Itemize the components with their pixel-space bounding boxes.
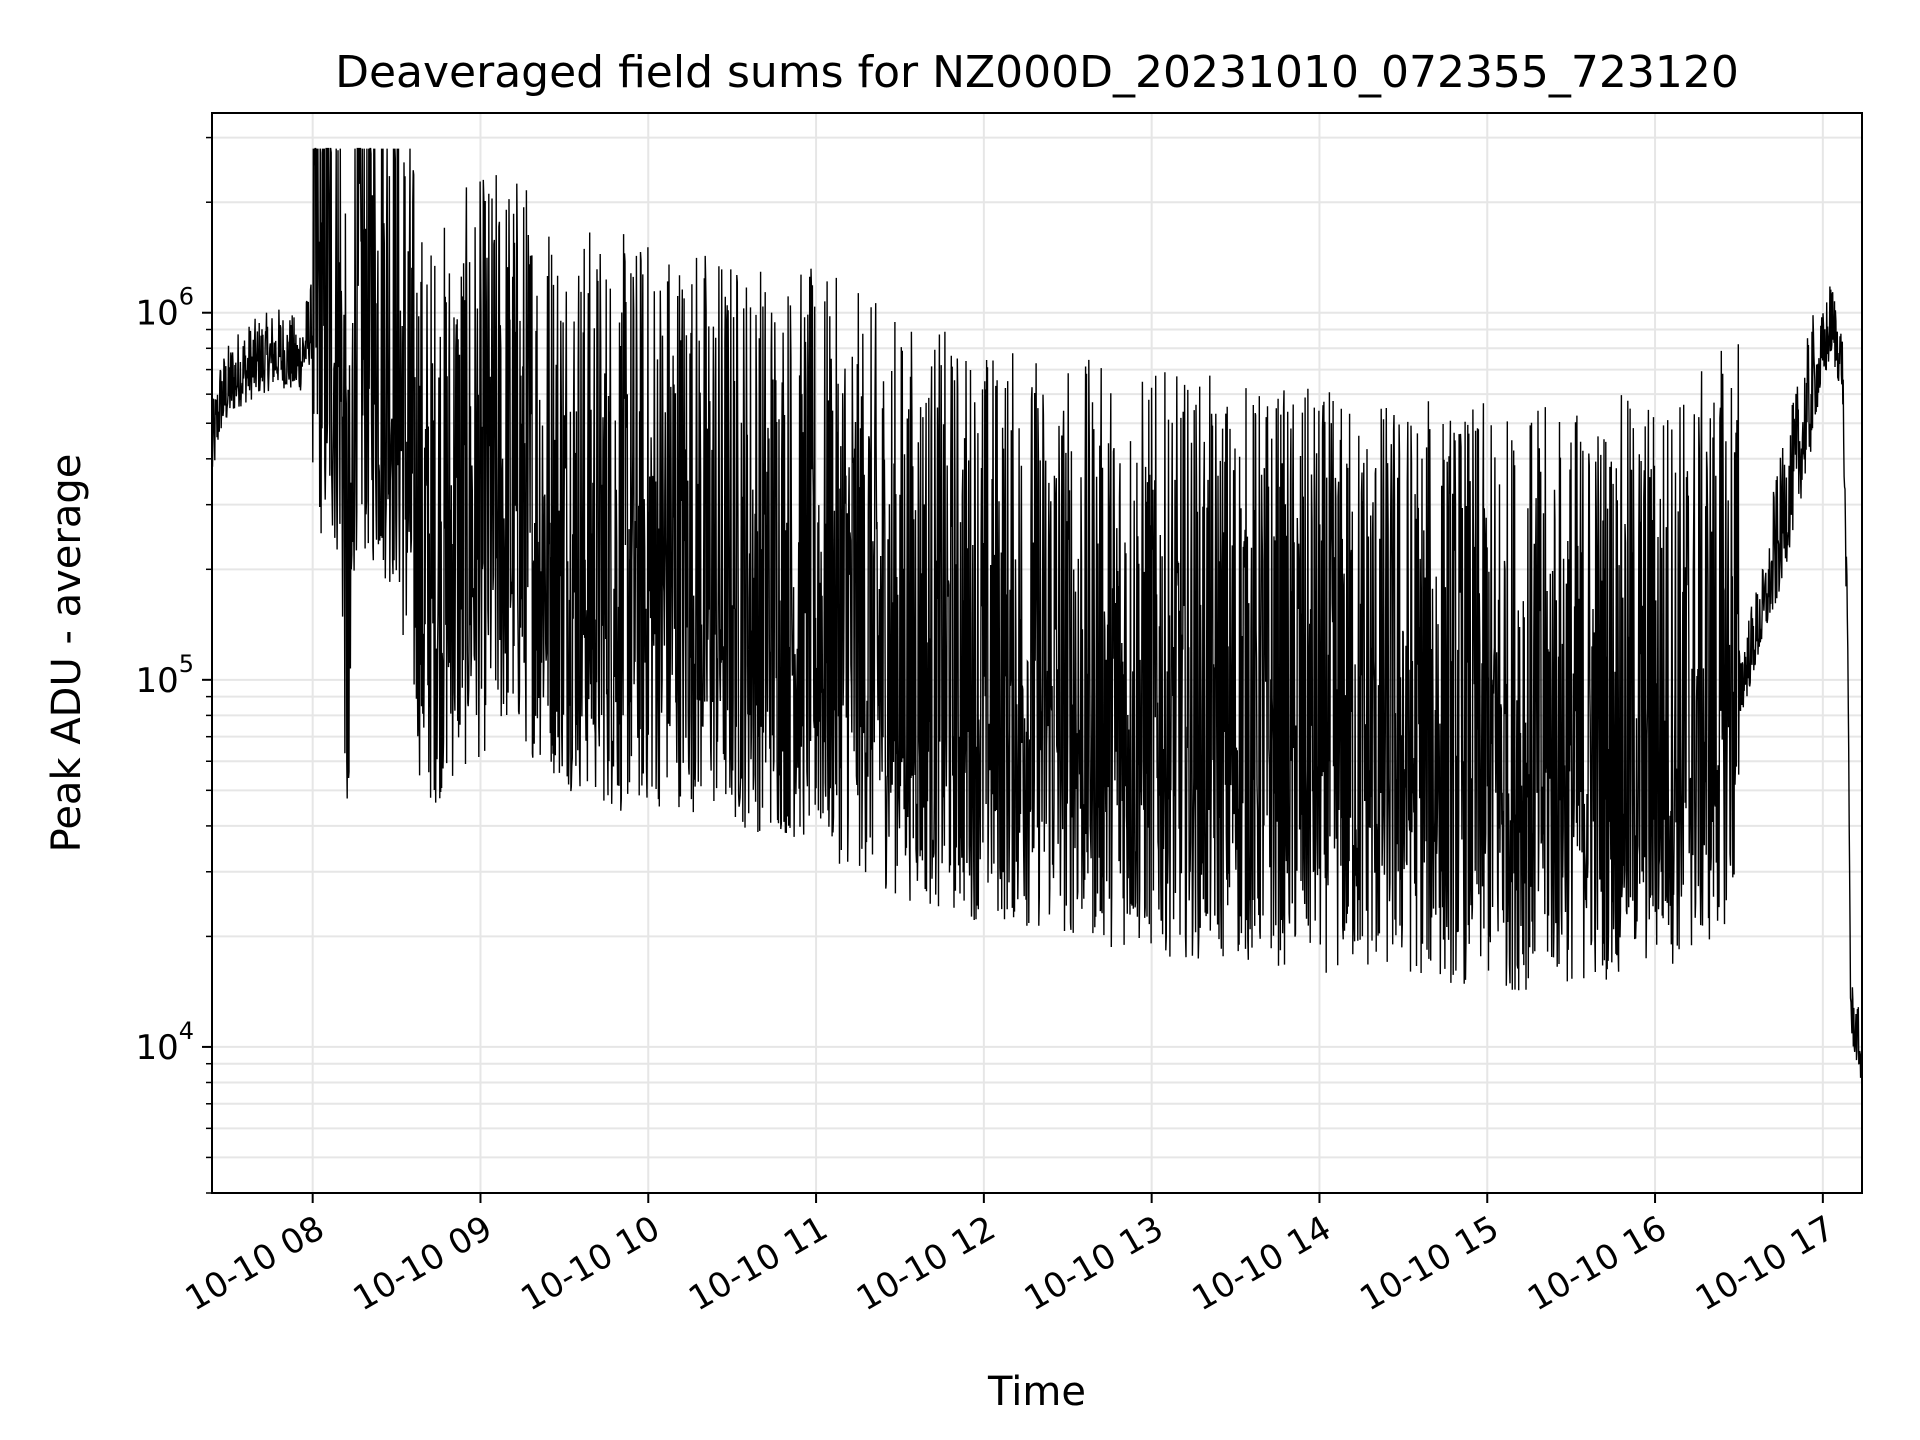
y-tick-exponent: 6 (179, 283, 194, 311)
chart-title: Deaveraged field sums for NZ000D_2023101… (335, 47, 1739, 98)
x-axis-label: Time (987, 1369, 1086, 1415)
y-tick-base: 10 (135, 1028, 178, 1068)
plot-frame (211, 112, 1863, 1194)
y-tick-exponent: 5 (179, 650, 194, 678)
y-tick-label: 104 (135, 1017, 194, 1068)
y-tick-base: 10 (135, 294, 178, 334)
data-layer (211, 147, 1863, 1078)
y-axis-label: Peak ADU - average (44, 454, 90, 853)
y-tick-base: 10 (135, 661, 178, 701)
y-tick-label: 105 (135, 650, 194, 701)
y-tick-label: 106 (135, 283, 194, 334)
y-tick-exponent: 4 (179, 1017, 194, 1045)
series-line (211, 147, 1863, 1078)
